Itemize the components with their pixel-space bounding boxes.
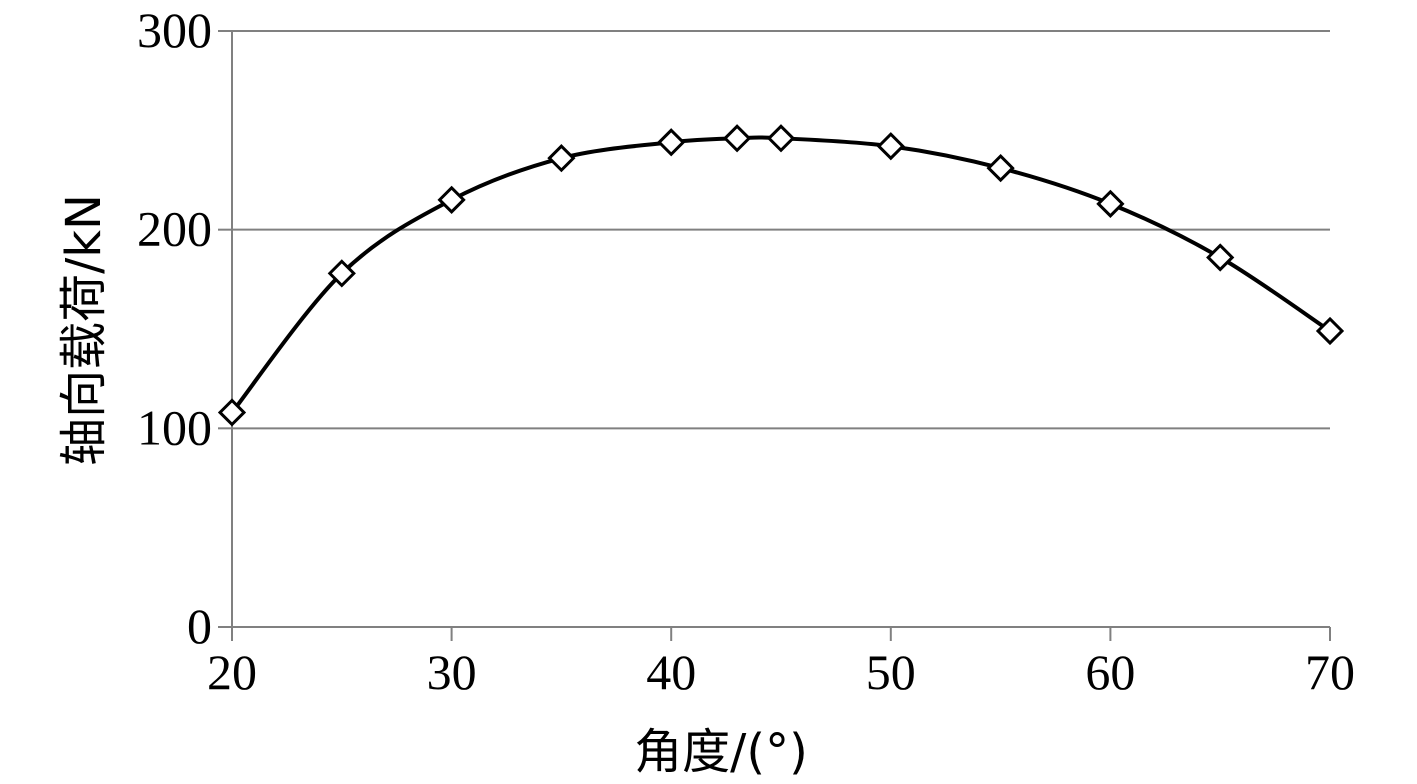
y-tick-label-100: 100 [137, 399, 212, 455]
x-tick-label-20: 20 [207, 644, 257, 700]
data-point-45 [766, 124, 796, 153]
data-point-70 [1315, 316, 1345, 346]
y-tick-labels: 0 100 200 300 [137, 2, 232, 654]
y-axis-title: 轴向载荷/kN [56, 194, 112, 466]
data-point-55 [986, 153, 1015, 183]
data-point-43 [722, 124, 752, 153]
series-line [230, 135, 1332, 415]
data-point-50 [876, 132, 905, 161]
grid-lines [232, 30, 1330, 430]
data-point-35 [547, 144, 576, 173]
data-point-25 [327, 259, 356, 288]
data-point-40 [657, 128, 686, 157]
x-tick-label-50: 50 [866, 644, 916, 700]
x-tick-label-30: 30 [427, 644, 477, 700]
x-tick-label-40: 40 [646, 644, 696, 700]
data-point-65 [1206, 243, 1235, 272]
series-markers [217, 124, 1345, 427]
x-tick-labels: 20 30 40 50 60 70 [207, 627, 1355, 700]
y-tick-label-200: 200 [137, 201, 212, 257]
x-tick-label-70: 70 [1305, 644, 1355, 700]
x-axis-title: 角度/(°) [634, 724, 808, 780]
x-tick-label-60: 60 [1085, 644, 1135, 700]
data-point-20 [217, 398, 247, 427]
data-point-30 [437, 185, 466, 214]
y-tick-label-300: 300 [137, 2, 212, 58]
data-point-60 [1096, 189, 1125, 218]
y-tick-label-0: 0 [187, 598, 212, 654]
